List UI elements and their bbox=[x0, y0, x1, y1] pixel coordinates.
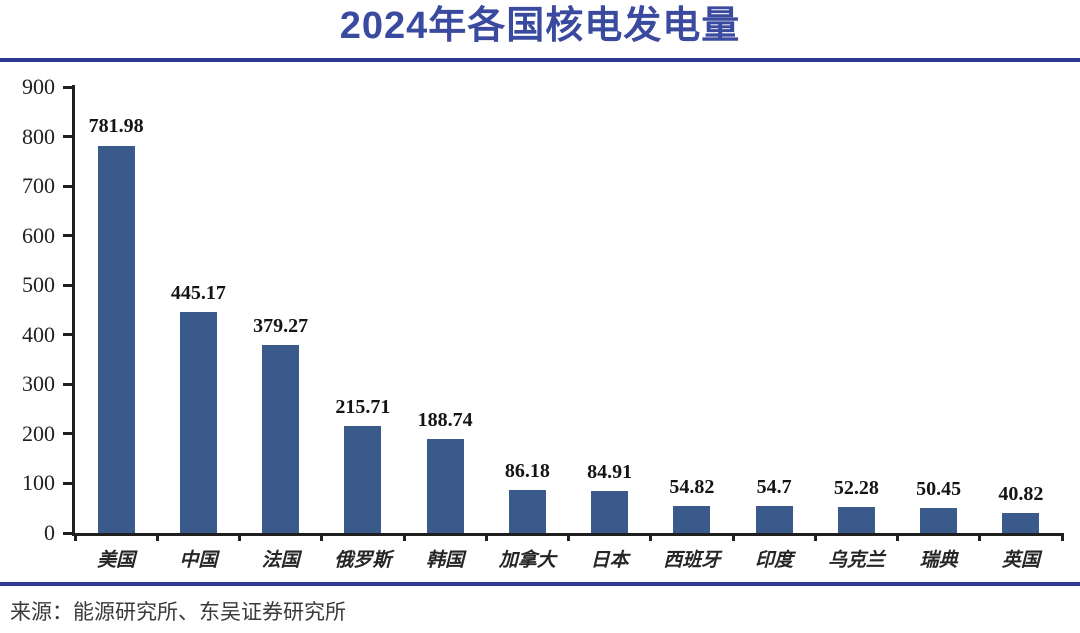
bar bbox=[1002, 512, 1040, 533]
bar-value-label: 215.71 bbox=[335, 396, 391, 419]
chart-title: 2024年各国核电发电量 bbox=[339, 5, 741, 47]
y-axis-tick bbox=[63, 234, 72, 238]
bar-value-label: 781.98 bbox=[88, 115, 144, 138]
y-axis-tick-label: 600 bbox=[22, 222, 55, 248]
bar-value-label: 84.91 bbox=[587, 460, 633, 483]
y-axis-tick-label: 0 bbox=[44, 520, 55, 545]
x-axis-tick bbox=[402, 533, 406, 541]
x-axis-tick bbox=[896, 533, 899, 541]
source-text: 来源：能源研究所、东吴证券研究所 bbox=[10, 601, 346, 624]
bar-value-label: 86.18 bbox=[504, 460, 550, 483]
y-axis-tick bbox=[63, 432, 72, 436]
y-axis-tick bbox=[63, 283, 72, 287]
y-axis-tick-label: 900 bbox=[22, 74, 55, 99]
y-axis-tick bbox=[63, 333, 72, 337]
y-axis-tick-label: 400 bbox=[22, 321, 55, 347]
x-axis-label: 俄罗斯 bbox=[334, 550, 392, 571]
bar-value-label: 54.7 bbox=[756, 475, 792, 498]
x-axis-tick bbox=[567, 533, 570, 541]
x-axis-tick bbox=[978, 533, 982, 541]
x-axis-tick bbox=[155, 533, 159, 541]
x-axis-tick bbox=[320, 533, 324, 541]
x-axis-label: 韩国 bbox=[426, 550, 465, 571]
x-axis-label: 乌克兰 bbox=[827, 550, 885, 571]
bar bbox=[755, 505, 793, 533]
x-axis-label: 法国 bbox=[261, 550, 300, 571]
x-axis-label: 加拿大 bbox=[498, 550, 556, 571]
bar-value-label: 445.17 bbox=[170, 282, 226, 305]
x-axis-label: 西班牙 bbox=[663, 550, 721, 571]
y-axis-tick bbox=[63, 184, 72, 188]
bottom-divider-rule bbox=[0, 582, 1080, 586]
x-axis-tick bbox=[73, 533, 77, 541]
bar bbox=[97, 145, 135, 533]
bar bbox=[344, 426, 382, 533]
title-divider-rule bbox=[0, 58, 1080, 62]
y-axis-tick bbox=[63, 531, 72, 535]
bar-value-label: 379.27 bbox=[253, 315, 309, 338]
y-axis-tick bbox=[63, 135, 72, 139]
x-axis-tick bbox=[484, 533, 488, 541]
y-axis-tick-label: 200 bbox=[22, 420, 55, 446]
x-axis-label: 日本 bbox=[590, 550, 629, 571]
x-axis-tick bbox=[238, 533, 241, 541]
y-axis-tick bbox=[63, 85, 72, 89]
bar bbox=[673, 505, 711, 533]
y-axis-tick bbox=[63, 382, 72, 386]
x-axis-label: 印度 bbox=[755, 550, 794, 571]
x-axis-tick bbox=[813, 533, 817, 541]
bar-value-label: 40.82 bbox=[998, 482, 1044, 505]
bar-value-label: 50.45 bbox=[916, 477, 962, 500]
bar bbox=[837, 507, 875, 533]
bar bbox=[426, 439, 464, 533]
y-axis-tick-label: 800 bbox=[22, 123, 55, 149]
bar bbox=[591, 490, 629, 533]
y-axis-tick-label: 500 bbox=[22, 272, 55, 298]
x-axis-tick bbox=[649, 533, 653, 541]
plot-area: 0 100 200 300 400 500 600 700 800 900 781.98 美国 445.… bbox=[22, 76, 1064, 571]
y-axis-tick bbox=[63, 481, 72, 485]
y-axis-line bbox=[72, 85, 75, 535]
x-axis-label: 瑞典 bbox=[919, 550, 958, 571]
bar-value-label: 54.82 bbox=[669, 475, 715, 498]
y-axis-tick-label: 300 bbox=[22, 371, 55, 397]
y-axis-tick-label: 100 bbox=[22, 470, 55, 496]
x-axis-label: 美国 bbox=[97, 550, 136, 571]
y-axis-tick-label: 700 bbox=[22, 173, 55, 199]
x-axis-label: 英国 bbox=[1001, 550, 1040, 571]
bar-value-label: 52.28 bbox=[833, 477, 879, 500]
bar bbox=[262, 345, 300, 533]
x-axis-label: 中国 bbox=[179, 550, 218, 571]
bar bbox=[920, 508, 958, 533]
x-axis-tick bbox=[1060, 533, 1064, 541]
bar bbox=[179, 312, 217, 533]
x-axis-tick bbox=[731, 533, 735, 541]
bar-value-label: 188.74 bbox=[417, 409, 473, 432]
bar bbox=[508, 490, 546, 533]
